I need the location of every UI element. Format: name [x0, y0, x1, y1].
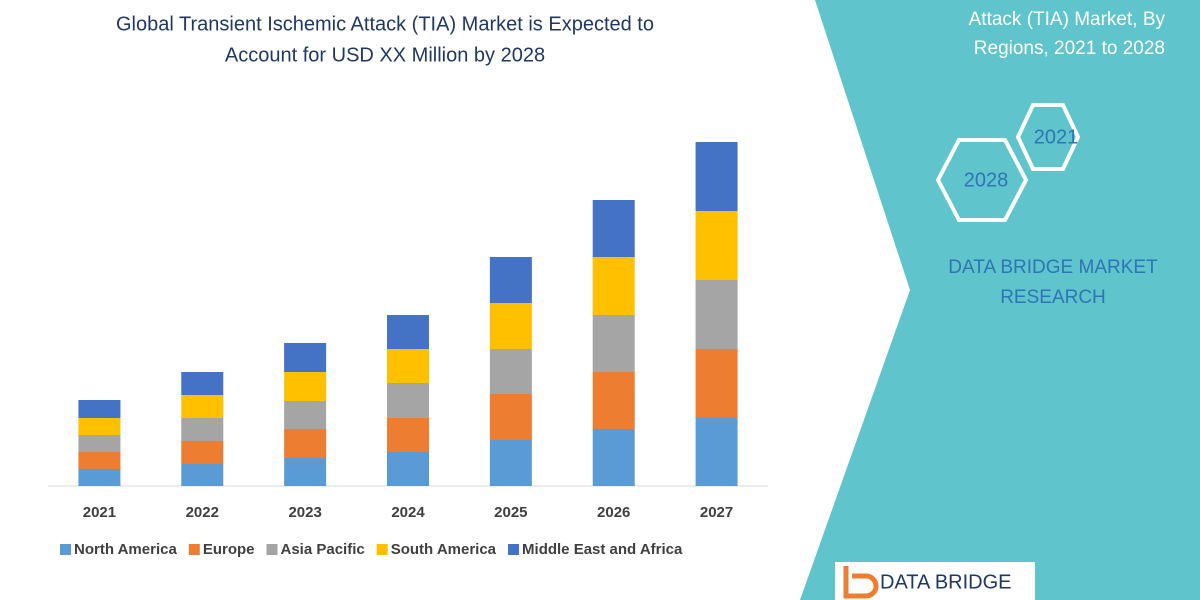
bar-segment: [78, 469, 121, 486]
bar-segment: [489, 349, 532, 394]
panel-heading: Regions, 2021 to 2028: [974, 38, 1165, 59]
x-tick-label: 2025: [494, 504, 527, 521]
legend-swatch: [60, 544, 71, 555]
bar-segment: [695, 418, 738, 486]
panel-heading: Attack (TIA) Market, By: [969, 9, 1166, 30]
legend-swatch: [376, 544, 388, 555]
bar-segment: [489, 257, 532, 303]
bar-segment: [695, 211, 738, 280]
legend-swatch: [266, 544, 278, 555]
hexagon-label: 2028: [964, 169, 1009, 191]
bar-segment: [78, 435, 121, 452]
bar-segment: [489, 440, 532, 486]
bar-segment: [387, 349, 429, 383]
legend-swatch: [188, 544, 200, 555]
bar-segment: [181, 418, 224, 441]
x-tick-label: 2027: [700, 504, 733, 521]
brand-text: RESEARCH: [1000, 287, 1106, 308]
x-tick-label: 2021: [83, 504, 116, 521]
legend-label: North America: [74, 541, 177, 558]
bar-segment: [592, 429, 635, 486]
legend-label: South America: [391, 541, 497, 558]
bar-segment: [592, 257, 635, 315]
hexagon: [935, 138, 1029, 222]
x-tick-label: 2022: [186, 504, 219, 521]
bar-segment: [78, 400, 121, 418]
bar-segment: [284, 458, 327, 486]
bar-segment: [284, 401, 327, 429]
bar-segment: [181, 395, 224, 418]
bar-segment: [284, 343, 327, 372]
bar-segment: [695, 349, 738, 418]
legend-label: Middle East and Africa: [522, 541, 683, 558]
bar-segment: [387, 452, 429, 486]
x-tick-label: 2026: [597, 504, 630, 521]
bar-segment: [695, 280, 738, 349]
bar-segment: [78, 418, 121, 435]
bar-segment: [592, 372, 635, 429]
brand-text: DATA BRIDGE MARKET: [948, 257, 1158, 278]
chart-title: Account for USD XX Million by 2028: [225, 44, 545, 66]
bar-segment: [387, 418, 429, 452]
bar-segment: [181, 464, 224, 486]
side-panel: [800, 0, 1200, 600]
hexagon: [1015, 103, 1081, 171]
bar-segment: [387, 315, 429, 349]
bar-segment: [181, 372, 224, 395]
bar-segment: [489, 394, 532, 440]
logo-mark: [843, 566, 879, 599]
bar-segment: [78, 452, 121, 469]
bar-segment: [387, 383, 429, 418]
legend-label: Asia Pacific: [281, 541, 365, 558]
chart-title: Global Transient Ischemic Attack (TIA) M…: [116, 13, 654, 35]
bar-segment: [592, 315, 635, 372]
bar-segment: [695, 142, 738, 211]
hexagon-label: 2021: [1034, 126, 1079, 148]
bar-segment: [592, 200, 635, 257]
bar-segment: [284, 372, 327, 401]
x-tick-label: 2024: [391, 504, 425, 521]
bar-segment: [489, 303, 532, 349]
legend-label: Europe: [203, 541, 255, 558]
logo-text: DATA BRIDGE: [880, 571, 1012, 593]
bar-segment: [181, 441, 224, 464]
bar-segment: [284, 429, 327, 458]
legend-swatch: [508, 544, 520, 555]
x-tick-label: 2023: [288, 504, 321, 521]
